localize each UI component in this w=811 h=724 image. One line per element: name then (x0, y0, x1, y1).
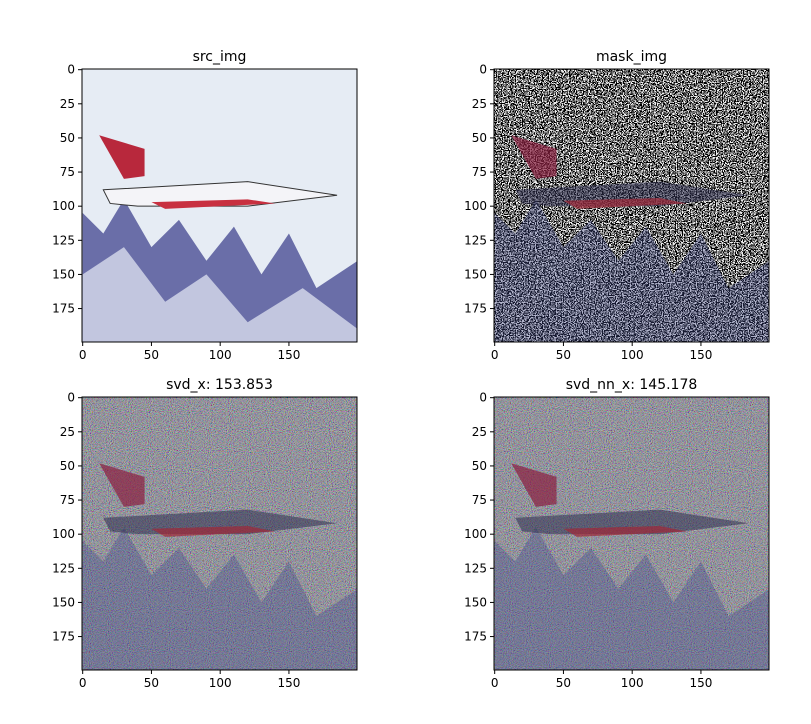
fuselage (515, 181, 750, 207)
y-tick-label: 150 (464, 595, 487, 609)
y-tick-label: 25 (60, 425, 75, 439)
x-tick-label: 100 (621, 348, 644, 362)
x-tick-label: 150 (689, 676, 712, 690)
y-tick-label: 0 (479, 391, 487, 405)
fuselage (103, 509, 338, 535)
x-tick-label: 100 (209, 348, 232, 362)
y-tick-label: 175 (52, 302, 75, 316)
image (494, 397, 769, 670)
x-tick-label: 50 (556, 348, 571, 362)
y-tick-label: 75 (60, 493, 75, 507)
mountains (494, 527, 769, 670)
snow (82, 247, 357, 342)
stripe (563, 525, 688, 537)
y-tick-label: 125 (464, 561, 487, 575)
axes-frame (81, 68, 358, 343)
x-tick-label: 0 (79, 676, 87, 690)
y-tick-label: 75 (472, 165, 487, 179)
y-tick-label: 100 (464, 199, 487, 213)
y-tick-label: 0 (67, 63, 75, 77)
y-tick-label: 125 (464, 233, 487, 247)
y-tick-label: 150 (52, 595, 75, 609)
x-tick-label: 100 (621, 676, 644, 690)
y-tick-label: 50 (60, 131, 75, 145)
y-tick-label: 25 (60, 97, 75, 111)
y-tick-label: 175 (464, 302, 487, 316)
y-tick-label: 125 (52, 233, 75, 247)
y-tick-label: 150 (464, 267, 487, 281)
x-tick-label: 0 (491, 676, 499, 690)
chart-title: src_img (193, 49, 247, 65)
x-tick-label: 150 (277, 676, 300, 690)
axes-frame (493, 68, 770, 343)
y-tick-label: 75 (472, 493, 487, 507)
chart-title: mask_img (596, 49, 667, 65)
x-tick-label: 150 (277, 348, 300, 362)
image (82, 69, 357, 342)
stripe (151, 199, 276, 209)
image (494, 69, 769, 342)
y-tick-label: 25 (472, 97, 487, 111)
mountains (494, 199, 769, 342)
y-tick-label: 50 (472, 131, 487, 145)
axes-frame (493, 396, 770, 671)
chart-title: svd_x: 153.853 (166, 377, 273, 393)
fuselage (102, 181, 338, 207)
stripe (563, 197, 688, 209)
axes-frame (81, 396, 358, 671)
x-tick-label: 50 (556, 676, 571, 690)
x-tick-label: 100 (209, 676, 232, 690)
y-tick-label: 150 (52, 267, 75, 281)
y-tick-label: 175 (464, 630, 487, 644)
stripe (151, 525, 276, 537)
mountains (82, 527, 357, 670)
x-tick-label: 50 (144, 348, 159, 362)
y-tick-label: 50 (60, 459, 75, 473)
y-tick-label: 0 (67, 391, 75, 405)
tail (99, 135, 145, 179)
x-tick-label: 0 (79, 348, 87, 362)
tail (511, 135, 557, 179)
tail (511, 463, 557, 507)
y-tick-label: 100 (52, 527, 75, 541)
chart-title: svd_nn_x: 145.178 (566, 377, 698, 393)
y-tick-label: 50 (472, 459, 487, 473)
y-tick-label: 0 (479, 63, 487, 77)
y-tick-label: 175 (52, 630, 75, 644)
y-tick-label: 100 (52, 199, 75, 213)
tail (99, 463, 145, 507)
y-tick-label: 75 (60, 165, 75, 179)
x-tick-label: 50 (144, 676, 159, 690)
image (82, 397, 357, 670)
x-tick-label: 0 (491, 348, 499, 362)
y-tick-label: 100 (464, 527, 487, 541)
x-tick-label: 150 (689, 348, 712, 362)
fuselage (515, 509, 750, 535)
y-tick-label: 125 (52, 561, 75, 575)
y-tick-label: 25 (472, 425, 487, 439)
